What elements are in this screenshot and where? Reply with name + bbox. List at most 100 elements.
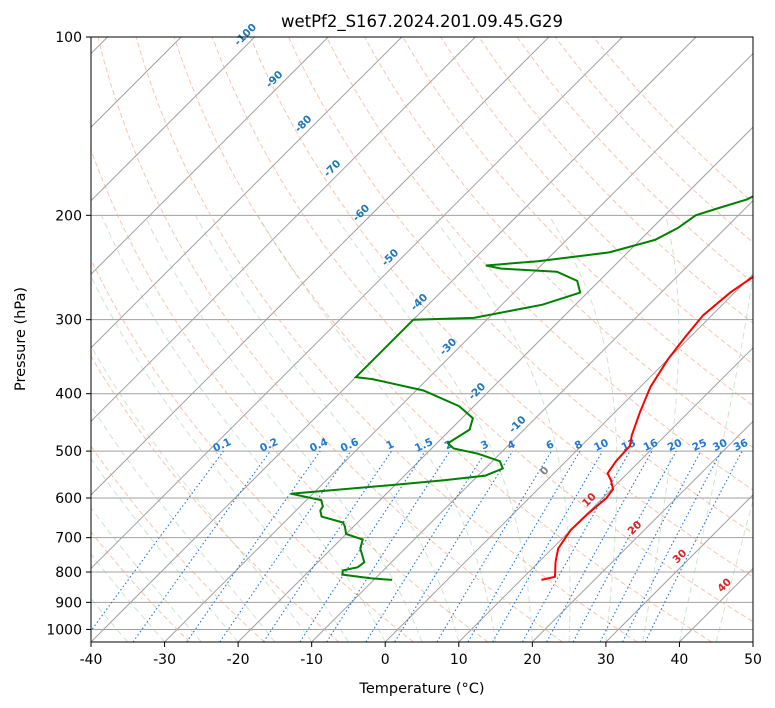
mixing-ratio-label: 4 bbox=[506, 438, 518, 452]
dry-adiabat-line bbox=[91, 531, 191, 642]
dry-adiabat-line bbox=[91, 148, 489, 642]
dry-adiabat-line bbox=[326, 37, 753, 491]
y-tick-label: 800 bbox=[55, 565, 82, 581]
plot-frame bbox=[90, 36, 754, 643]
isotherm-line bbox=[91, 37, 403, 349]
isotherm-line bbox=[91, 37, 623, 570]
dry-adiabat-label: -80 bbox=[293, 113, 315, 135]
isotherm-line bbox=[531, 420, 753, 642]
isotherm-line bbox=[91, 37, 329, 275]
isotherm-line bbox=[752, 641, 753, 642]
mixing-ratio-label: 13 bbox=[620, 437, 638, 454]
mixing-ratio-label: 36 bbox=[732, 437, 750, 454]
dry-adiabat-label: -90 bbox=[264, 69, 286, 91]
mixing-ratio-label: 1 bbox=[384, 438, 396, 452]
moist-adiabat-line bbox=[195, 215, 460, 642]
mixing-ratio-line bbox=[91, 450, 224, 632]
dry-adiabat-line bbox=[97, 37, 563, 642]
isotherm-line bbox=[164, 52, 753, 642]
x-axis: -40 -30 -20 -10 0 10 20 30 40 50 bbox=[80, 642, 762, 668]
mixing-ratio-line bbox=[394, 450, 514, 642]
dry-adiabat-line bbox=[249, 37, 753, 578]
dry-adiabat-label: -100 bbox=[232, 21, 259, 48]
y-tick-label: 400 bbox=[55, 387, 82, 403]
isotherm-line bbox=[311, 199, 753, 642]
dry-adiabat-line bbox=[364, 37, 753, 449]
mixing-ratio-label: 8 bbox=[573, 438, 585, 452]
dry-adiabat-label: -20 bbox=[466, 381, 488, 403]
x-tick-label: -40 bbox=[80, 652, 103, 668]
mixing-ratio-line bbox=[132, 450, 271, 642]
isotherm-line bbox=[91, 37, 550, 496]
isotherm-line bbox=[91, 37, 256, 202]
dry-adiabat-line bbox=[91, 258, 414, 642]
x-tick-label: -20 bbox=[227, 652, 250, 668]
x-tick-label: 40 bbox=[671, 652, 689, 668]
mixing-ratio-line bbox=[263, 450, 392, 642]
mixing-ratio-label: 3 bbox=[479, 438, 491, 452]
isotherm-line bbox=[458, 347, 753, 642]
dewpoint-trace bbox=[290, 195, 753, 581]
dry-adiabat-line bbox=[135, 37, 638, 642]
moist-adiabat-line bbox=[334, 215, 533, 642]
y-tick-label: 200 bbox=[55, 208, 82, 224]
dry-adiabat-label: 20 bbox=[626, 519, 645, 538]
line-labels: 0.1 0.2 0.4 0.6 1 1.5 2 3 4 6 8 10 13 16 20 25 30 36-100-… bbox=[211, 21, 750, 595]
dry-adiabat-line bbox=[554, 37, 753, 244]
sounding-traces bbox=[290, 195, 753, 581]
mixing-ratio-label: 0.4 bbox=[308, 436, 330, 455]
y-tick-label: 900 bbox=[55, 595, 82, 611]
moist-adiabat-line bbox=[91, 553, 165, 642]
moist-adiabat-line bbox=[144, 215, 423, 642]
dry-adiabat-line bbox=[402, 37, 753, 407]
mixing-ratio-label: 20 bbox=[666, 437, 684, 454]
x-tick-label: 50 bbox=[744, 652, 762, 668]
dry-adiabat-label: -50 bbox=[379, 247, 401, 269]
isotherm-line bbox=[605, 494, 753, 642]
dry-adiabat-label: -70 bbox=[322, 158, 344, 180]
dry-adiabat-line bbox=[516, 37, 753, 284]
mixing-ratio-line bbox=[599, 450, 702, 642]
x-tick-label: 30 bbox=[597, 652, 615, 668]
x-tick-label: 20 bbox=[523, 652, 541, 668]
mixing-ratio-label: 30 bbox=[711, 437, 729, 454]
temperature-trace bbox=[541, 275, 753, 581]
mixing-ratio-line bbox=[326, 450, 451, 642]
mixing-ratio-label: 0.6 bbox=[339, 436, 361, 455]
moist-adiabat-line bbox=[101, 215, 386, 642]
mixing-ratio-label: 6 bbox=[544, 438, 556, 452]
isotherm-line bbox=[679, 567, 753, 642]
x-tick-label: 10 bbox=[450, 652, 468, 668]
dry-adiabat-line bbox=[478, 37, 753, 324]
mixing-ratio-label: 10 bbox=[592, 437, 610, 454]
mixing-ratio-line bbox=[644, 450, 743, 642]
isotherm-line bbox=[91, 37, 476, 423]
x-tick-label: -30 bbox=[153, 652, 176, 668]
x-axis-label: Temperature (°C) bbox=[358, 681, 484, 697]
mixing-ratio-label: 1.5 bbox=[413, 436, 435, 455]
dry-adiabat-line bbox=[91, 355, 340, 642]
mixing-ratio-line bbox=[546, 450, 653, 642]
isotherm-line bbox=[384, 273, 753, 642]
moist-adiabat-line bbox=[431, 215, 571, 642]
mixing-ratio-line bbox=[299, 450, 426, 642]
mixing-ratio-line bbox=[622, 450, 722, 642]
mixing-ratio-line bbox=[467, 450, 581, 642]
dry-adiabat-line bbox=[173, 37, 713, 642]
mixing-ratio-label: 16 bbox=[642, 437, 660, 454]
dry-adiabat-line bbox=[440, 37, 753, 365]
mixing-ratio-label: 25 bbox=[690, 437, 708, 454]
y-tick-label: 1000 bbox=[46, 622, 82, 638]
dry-adiabat-label: -30 bbox=[437, 336, 459, 358]
dry-adiabat-line bbox=[91, 445, 265, 642]
moist-adiabat-line bbox=[678, 270, 753, 642]
mixing-ratio-line bbox=[572, 450, 677, 642]
dry-adiabat-line bbox=[211, 37, 753, 623]
chart-title: wetPf2_S167.2024.201.09.45.G29 bbox=[281, 12, 563, 32]
mixing-ratio-line bbox=[522, 450, 631, 642]
dry-adiabat-label: 0 bbox=[538, 464, 552, 478]
dry-adiabat-label: -10 bbox=[507, 414, 529, 436]
mixing-ratio-label: 0.1 bbox=[211, 436, 233, 455]
moist-adiabat-line bbox=[91, 404, 276, 642]
